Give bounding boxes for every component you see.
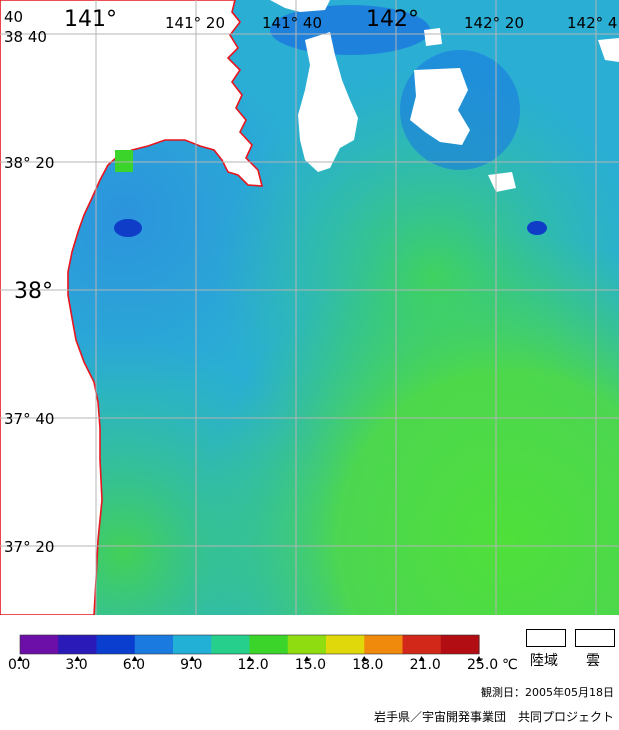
- color-bar-segment: [173, 635, 212, 654]
- tick-label: 12.0: [237, 657, 269, 673]
- color-bar-segment: [249, 635, 289, 654]
- cloud: [410, 68, 470, 145]
- tick-label: 0.0: [8, 657, 31, 673]
- land-label: 陸域: [530, 653, 558, 669]
- tick-label: 6.0: [122, 657, 146, 673]
- color-bar-segment: [402, 635, 442, 654]
- latitude-label: 38° 20: [4, 154, 54, 172]
- sst-map: 40 141° 141° 20 141° 40 142° 142° 20 142° 4 38…: [0, 0, 619, 616]
- color-bar-ticks: [17, 656, 482, 661]
- longitude-label: 141°: [64, 7, 117, 32]
- observation-date: 観測日：2005年05月18日: [481, 686, 614, 699]
- color-bar-segment: [287, 635, 327, 654]
- legend-svg: [17, 634, 482, 661]
- tick-mark: [418, 656, 425, 661]
- tick-mark: [361, 656, 368, 661]
- tick-label: 21.0: [409, 657, 441, 673]
- unit-label: ℃: [502, 657, 518, 673]
- graticule: [0, 0, 619, 615]
- tick-mark: [476, 656, 482, 661]
- cloud-swatch: [575, 629, 615, 647]
- tick-mark: [246, 656, 253, 661]
- cloud: [424, 28, 442, 46]
- cold-eddy: [527, 221, 547, 235]
- color-bar-segment: [96, 635, 136, 654]
- tick-mark: [303, 656, 310, 661]
- cold-eddy: [114, 219, 142, 237]
- color-bar-segment: [326, 635, 365, 654]
- tick-label: 15.0: [294, 657, 327, 673]
- color-bar-segment: [440, 635, 480, 654]
- sst-map-svg: 40 141° 141° 20 141° 40 142° 142° 20 142° 4 38…: [0, 0, 619, 616]
- color-bar-segment: [20, 635, 59, 654]
- color-bar-segment: [364, 635, 404, 654]
- latitude-labels: 38 40 38° 20 38° 37° 40 37° 20: [4, 28, 54, 556]
- tick-mark: [74, 656, 81, 661]
- longitude-labels: 40 141° 141° 20 141° 40 142° 142° 20 142° 4: [4, 7, 617, 32]
- latitude-label: 38 40: [4, 28, 47, 46]
- longitude-label: 141° 40: [262, 14, 322, 32]
- cloud: [598, 38, 619, 62]
- cloud: [298, 32, 358, 172]
- tick-label: 3.0: [65, 657, 88, 673]
- latitude-label: 38°: [14, 279, 53, 304]
- land-swatch: [526, 629, 566, 647]
- latitude-label: 37° 20: [4, 538, 54, 556]
- cloud: [488, 172, 516, 192]
- tick-mark: [189, 656, 196, 661]
- tick-mark: [131, 656, 138, 661]
- tick-label: 9.0: [180, 657, 203, 673]
- latitude-label: 37° 40: [4, 410, 54, 428]
- tick-mark: [17, 656, 23, 661]
- credit-text: 岩手県／宇宙開発事業団 共同プロジェクト: [373, 710, 614, 724]
- cloud-label: 雲: [586, 653, 600, 669]
- cloud: [270, 0, 330, 12]
- color-bar-segment: [58, 635, 98, 654]
- tick-label: 18.0: [352, 657, 384, 673]
- land-mass: [0, 0, 264, 616]
- color-bar-segment: [211, 635, 251, 654]
- longitude-label: 142° 4: [567, 14, 617, 32]
- color-bar: [19, 634, 480, 655]
- longitude-label: 142°: [366, 7, 419, 32]
- legend: [0, 615, 619, 725]
- longitude-label: 141° 20: [165, 14, 225, 32]
- longitude-label: 142° 20: [464, 14, 524, 32]
- color-bar-segment: [134, 635, 174, 654]
- tick-label: 25.0: [467, 657, 499, 673]
- longitude-label: 40: [4, 8, 23, 26]
